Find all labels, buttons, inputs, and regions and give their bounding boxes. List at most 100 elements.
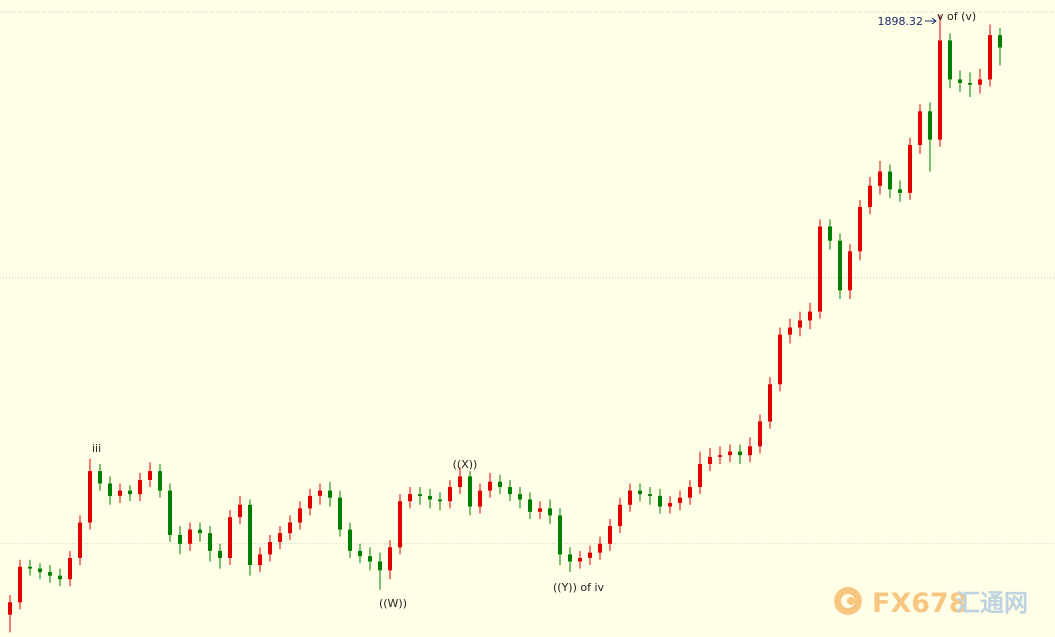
candle-body: [918, 111, 922, 145]
candle-body: [518, 494, 522, 500]
candle-body: [98, 471, 102, 484]
candle-body: [668, 503, 672, 507]
wave-label: iii: [92, 442, 101, 455]
candle-body: [938, 40, 942, 140]
candle-body: [888, 171, 892, 190]
candle-body: [258, 554, 262, 566]
candle-body: [658, 495, 662, 507]
candle-body: [178, 534, 182, 544]
candle-body: [678, 497, 682, 504]
candle-body: [558, 515, 562, 555]
candle-body: [828, 226, 832, 241]
candle-body: [538, 508, 542, 512]
candle-body: [858, 207, 862, 252]
candle-body: [308, 495, 312, 509]
candle-body: [168, 490, 172, 535]
candle-body: [508, 487, 512, 495]
candle-body: [688, 487, 692, 498]
candle-body: [418, 494, 422, 496]
candle-body: [578, 557, 582, 562]
candle-body: [638, 490, 642, 495]
candle-body: [908, 144, 912, 193]
candle-body: [248, 504, 252, 566]
candle-body: [238, 504, 242, 518]
candle-body: [998, 35, 1002, 48]
candle-body: [28, 566, 32, 569]
candle-body: [158, 471, 162, 491]
candle-body: [608, 526, 612, 544]
watermark-name: 汇通网: [956, 589, 1028, 617]
price-label: 1898.32: [878, 15, 924, 28]
candle-body: [478, 490, 482, 507]
candle-body: [58, 575, 62, 580]
candle-body: [198, 529, 202, 534]
candle-body: [428, 495, 432, 500]
price-arrow: [925, 17, 937, 25]
candle-body: [848, 251, 852, 291]
candle-body: [648, 494, 652, 496]
candle-body: [878, 171, 882, 186]
candle-body: [838, 240, 842, 291]
candle-body: [978, 79, 982, 85]
candle-body: [148, 471, 152, 480]
candle-body: [958, 79, 962, 83]
candle-body: [298, 508, 302, 523]
candle-body: [628, 490, 632, 505]
candle-body: [728, 451, 732, 456]
candle-body: [498, 481, 502, 488]
candle-body: [348, 529, 352, 551]
watermark-brand: FX678: [872, 588, 968, 619]
candle-body: [528, 499, 532, 512]
candle-body: [388, 547, 392, 571]
candle-body: [488, 481, 492, 491]
candle-body: [618, 504, 622, 527]
candle-body: [988, 35, 992, 80]
candle-body: [328, 490, 332, 498]
candle-body: [968, 82, 972, 85]
candle-body: [138, 479, 142, 495]
candle-body: [288, 522, 292, 534]
wave-label: v of (v): [937, 10, 976, 23]
candle-body: [778, 334, 782, 385]
candle-body: [48, 572, 52, 576]
candle-body: [18, 566, 22, 603]
candle-body: [278, 533, 282, 542]
candle-body: [318, 490, 322, 496]
candle-body: [798, 320, 802, 328]
candle-body: [88, 471, 92, 523]
candle-body: [818, 226, 822, 312]
candle-body: [118, 490, 122, 496]
candle-body: [548, 508, 552, 516]
candle-body: [358, 550, 362, 557]
candle-body: [8, 602, 12, 615]
candle-body: [398, 501, 402, 548]
candle-body: [128, 490, 132, 495]
candle-body: [108, 483, 112, 496]
candle-body: [708, 456, 712, 465]
candle-body: [568, 554, 572, 562]
wave-label: ((X)): [453, 458, 478, 471]
candle-body: [68, 557, 72, 580]
candle-body: [438, 499, 442, 502]
candle-body: [898, 189, 902, 193]
candle-body: [368, 556, 372, 562]
candle-body: [868, 185, 872, 208]
candle-body: [38, 568, 42, 573]
candle-body: [228, 517, 232, 558]
candle-body: [748, 446, 752, 456]
candle-body: [948, 40, 952, 80]
candle-body: [378, 561, 382, 571]
candle-body: [598, 543, 602, 553]
wave-label: ((Y)) of iv: [553, 581, 605, 594]
candle-body: [218, 550, 222, 558]
candle-body: [588, 552, 592, 558]
candle-body: [468, 476, 472, 507]
candle-body: [208, 533, 212, 551]
candle-body: [268, 541, 272, 555]
candle-body: [408, 494, 412, 502]
watermark: FX678 汇通网: [834, 587, 1028, 619]
candle-body: [78, 522, 82, 558]
candle-body: [458, 476, 462, 488]
